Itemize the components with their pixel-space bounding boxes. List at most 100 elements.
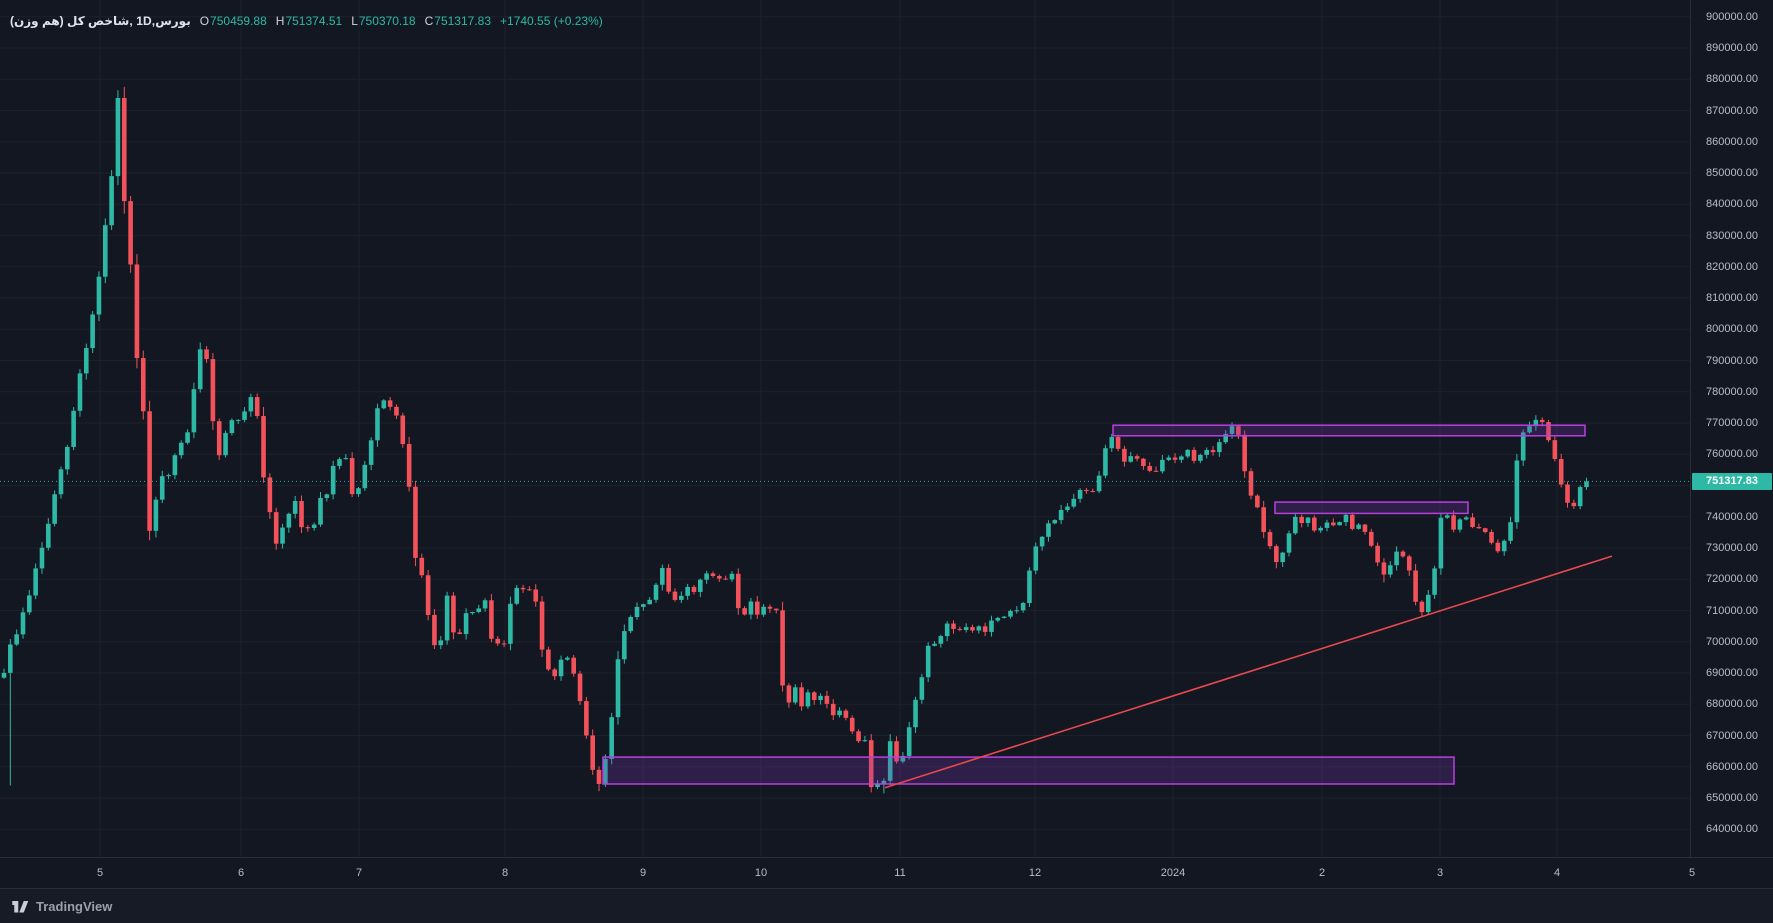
- candle[interactable]: [1153, 466, 1159, 472]
- candle[interactable]: [577, 670, 583, 705]
- candle[interactable]: [691, 584, 697, 595]
- candle[interactable]: [660, 564, 665, 591]
- candle[interactable]: [666, 564, 671, 595]
- candle[interactable]: [1147, 462, 1153, 473]
- time-axis[interactable]: 5 6 7 8 9 10 11 12 2024 2 3 4 5: [0, 857, 1773, 888]
- candle[interactable]: [596, 766, 602, 792]
- candle[interactable]: [938, 634, 944, 648]
- candle[interactable]: [121, 86, 127, 214]
- candle[interactable]: [248, 393, 254, 417]
- candle[interactable]: [1406, 554, 1412, 576]
- candle[interactable]: [603, 754, 608, 787]
- candle[interactable]: [1160, 454, 1165, 474]
- candle[interactable]: [128, 195, 133, 273]
- candle[interactable]: [957, 626, 963, 632]
- candle[interactable]: [413, 480, 418, 567]
- tradingview-attribution[interactable]: TradingView: [12, 899, 112, 914]
- candle[interactable]: [1280, 551, 1285, 567]
- candle[interactable]: [641, 603, 646, 611]
- candle[interactable]: [906, 721, 912, 760]
- candle[interactable]: [1571, 499, 1577, 509]
- candle[interactable]: [849, 715, 855, 735]
- candle[interactable]: [33, 563, 38, 600]
- candle[interactable]: [1128, 451, 1134, 463]
- candle[interactable]: [1242, 430, 1247, 478]
- candle[interactable]: [811, 691, 817, 705]
- candle[interactable]: [1248, 468, 1254, 500]
- candle[interactable]: [1027, 567, 1032, 608]
- candle[interactable]: [1020, 601, 1026, 613]
- candle[interactable]: [1236, 424, 1241, 440]
- candle[interactable]: [552, 667, 558, 680]
- candle[interactable]: [856, 729, 861, 744]
- candle[interactable]: [229, 418, 235, 436]
- candle[interactable]: [457, 628, 463, 635]
- candle[interactable]: [1337, 521, 1342, 526]
- candle[interactable]: [1514, 453, 1520, 529]
- candle[interactable]: [1109, 433, 1115, 452]
- candle[interactable]: [520, 584, 526, 593]
- candle[interactable]: [881, 778, 887, 794]
- candle[interactable]: [299, 495, 304, 534]
- candle[interactable]: [1356, 522, 1361, 530]
- candle[interactable]: [913, 696, 918, 733]
- candle[interactable]: [1299, 514, 1304, 528]
- candle[interactable]: [343, 454, 349, 460]
- candle[interactable]: [96, 271, 102, 322]
- candle[interactable]: [273, 507, 279, 550]
- candle[interactable]: [1413, 564, 1418, 606]
- candle[interactable]: [109, 170, 114, 230]
- candle[interactable]: [191, 382, 197, 439]
- candle[interactable]: [311, 522, 317, 531]
- candle[interactable]: [1014, 606, 1020, 614]
- candle[interactable]: [185, 429, 190, 445]
- candle[interactable]: [387, 397, 393, 411]
- candle[interactable]: [178, 440, 184, 459]
- candle[interactable]: [1527, 421, 1532, 434]
- candle[interactable]: [1495, 539, 1501, 554]
- candle[interactable]: [1274, 544, 1279, 569]
- candle[interactable]: [1293, 512, 1298, 535]
- candle[interactable]: [527, 586, 532, 591]
- candle[interactable]: [495, 636, 501, 646]
- candle[interactable]: [65, 444, 70, 475]
- candle[interactable]: [963, 623, 969, 633]
- candle[interactable]: [14, 629, 19, 646]
- candle[interactable]: [1312, 515, 1317, 533]
- candle[interactable]: [1438, 513, 1444, 575]
- candle[interactable]: [565, 656, 570, 661]
- candle[interactable]: [52, 490, 57, 527]
- candle[interactable]: [735, 568, 741, 615]
- candle[interactable]: [425, 569, 431, 621]
- candle[interactable]: [242, 407, 247, 423]
- candle[interactable]: [134, 254, 140, 369]
- candle[interactable]: [976, 625, 982, 634]
- candle[interactable]: [1008, 609, 1013, 619]
- candle[interactable]: [546, 646, 551, 672]
- candle[interactable]: [20, 607, 26, 639]
- candle[interactable]: [1565, 481, 1570, 508]
- candle[interactable]: [1096, 471, 1102, 494]
- candle[interactable]: [1103, 444, 1108, 479]
- candle[interactable]: [1419, 600, 1425, 617]
- candle[interactable]: [679, 591, 684, 603]
- candle[interactable]: [1077, 488, 1083, 503]
- candle[interactable]: [1267, 529, 1273, 550]
- candle[interactable]: [451, 592, 456, 640]
- candle[interactable]: [1084, 487, 1089, 494]
- candle[interactable]: [1349, 512, 1355, 531]
- candle[interactable]: [1134, 454, 1140, 462]
- candle[interactable]: [514, 585, 520, 606]
- candle[interactable]: [330, 460, 336, 500]
- candle[interactable]: [1476, 523, 1482, 529]
- candle[interactable]: [147, 400, 152, 541]
- candle[interactable]: [824, 690, 830, 709]
- candle[interactable]: [102, 218, 108, 284]
- candle[interactable]: [381, 399, 387, 410]
- candle[interactable]: [204, 346, 209, 363]
- candle[interactable]: [1375, 542, 1380, 567]
- candle[interactable]: [584, 696, 589, 739]
- candle[interactable]: [1546, 419, 1551, 443]
- candle[interactable]: [444, 591, 450, 645]
